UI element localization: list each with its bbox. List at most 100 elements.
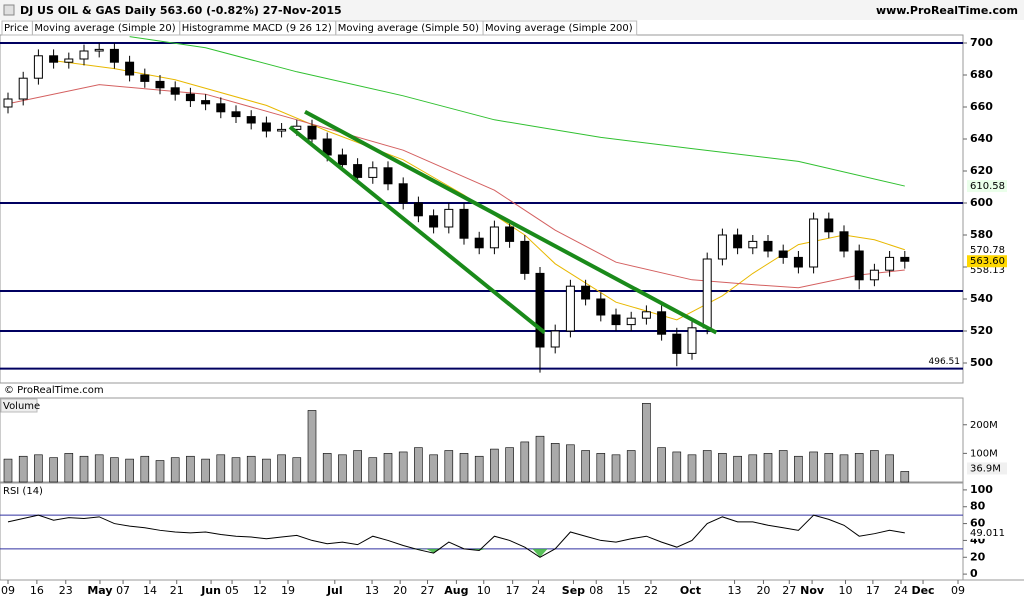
y-tick-label: 200M <box>970 420 998 431</box>
volume-bar <box>155 460 165 483</box>
candle-body <box>869 269 879 281</box>
candle-body <box>18 77 28 100</box>
x-tick-label: 24 <box>531 584 545 597</box>
candle-body <box>140 74 150 82</box>
candle-body <box>155 80 165 89</box>
volume-bar <box>125 458 134 483</box>
volume-bar <box>414 447 423 483</box>
y-tick-label: 680 <box>970 68 993 81</box>
candle-body <box>672 333 682 354</box>
x-tick-label: Jun <box>200 584 221 597</box>
y-tick-label: 0 <box>970 567 978 580</box>
volume-bar <box>763 453 773 483</box>
x-tick-label: 08 <box>589 584 603 597</box>
y-tick-label: 700 <box>970 36 993 49</box>
candle-body <box>535 272 545 348</box>
volume-bar <box>824 453 834 483</box>
candle-body <box>307 125 317 140</box>
volume-bar <box>18 455 28 483</box>
value-label: 570.78 <box>970 245 1005 256</box>
panel-label: RSI (14) <box>3 486 43 497</box>
candle-body <box>246 116 256 124</box>
candle-body <box>231 111 241 118</box>
value-badge <box>967 243 1007 256</box>
volume-bar <box>307 410 317 483</box>
x-tick-label: Nov <box>800 584 825 597</box>
x-tick-label: 14 <box>143 584 157 597</box>
x-tick-label: Dec <box>911 584 934 597</box>
volume-bar <box>626 450 636 483</box>
candle-body <box>885 256 895 271</box>
volume-bar <box>778 450 788 483</box>
volume-bar <box>231 457 241 483</box>
volume-bar <box>94 454 104 483</box>
volume-bar <box>596 453 606 483</box>
volume-bar <box>794 455 803 483</box>
volume-bar <box>748 454 758 483</box>
candle-body <box>277 128 287 132</box>
panel-label: Volume <box>3 401 40 412</box>
volume-bar <box>201 458 210 483</box>
y-tick-label: 600 <box>970 196 993 209</box>
candle-body <box>581 285 591 300</box>
candle-body <box>398 183 408 204</box>
x-tick-label: 15 <box>617 584 631 597</box>
x-tick-label: Aug <box>444 584 468 597</box>
candle-body <box>261 122 271 132</box>
x-tick-label: 23 <box>59 584 73 597</box>
x-tick-label: 13 <box>728 584 742 597</box>
volume-bar <box>216 454 226 483</box>
x-tick-label: 17 <box>866 584 880 597</box>
x-tick-label: 21 <box>170 584 184 597</box>
panel-header <box>0 398 38 413</box>
candle-body <box>474 237 484 249</box>
tab <box>482 20 638 36</box>
value-label: 563.60 <box>970 256 1005 267</box>
candle-body <box>733 234 743 249</box>
candle-body <box>459 208 469 239</box>
volume-bar <box>459 453 469 483</box>
volume-bar <box>870 450 879 483</box>
value-label: 558.13 <box>970 265 1005 276</box>
volume-bar <box>338 454 347 483</box>
candle-body <box>763 240 773 252</box>
volume-bar <box>854 453 864 483</box>
candle-body <box>702 258 712 329</box>
volume-bar <box>474 455 484 483</box>
tab-label: Moving average (Simple 20) <box>34 23 175 34</box>
tab-label: Moving average (Simple 200) <box>485 23 633 34</box>
x-tick-label: Jul <box>326 584 343 597</box>
volume-bar <box>672 451 682 483</box>
x-tick-label: 05 <box>225 584 239 597</box>
candle-body <box>611 314 621 326</box>
x-tick-label: 19 <box>281 584 295 597</box>
x-tick-label: Oct <box>680 584 701 597</box>
volume-bar <box>64 453 74 483</box>
x-tick-label: 07 <box>116 584 130 597</box>
x-tick-label: 22 <box>644 584 658 597</box>
volume-bar <box>186 455 195 483</box>
tab-label: Histogramme MACD (9 26 12) <box>182 23 332 34</box>
candle-body <box>64 58 74 63</box>
tab-label: Price <box>4 23 28 34</box>
trendline <box>304 110 718 335</box>
volume-bar <box>383 453 393 483</box>
volume-bar <box>687 454 697 483</box>
y-tick-label: 500 <box>970 356 993 369</box>
candle-body <box>79 50 89 60</box>
volume-bar <box>718 453 727 483</box>
candle-body <box>353 164 363 178</box>
volume-bar <box>262 458 271 483</box>
candle-body <box>444 208 454 228</box>
candle-body <box>489 226 499 249</box>
y-tick-label: 60 <box>970 517 986 530</box>
volume-bar <box>490 448 499 483</box>
candle-body <box>626 317 636 326</box>
volume-bar <box>277 454 286 483</box>
candle-body <box>748 240 758 249</box>
candle-body <box>94 48 104 52</box>
candle-body <box>413 202 423 217</box>
candle-body <box>49 55 59 63</box>
volume-bar <box>140 455 150 483</box>
volume-bar <box>246 455 256 483</box>
